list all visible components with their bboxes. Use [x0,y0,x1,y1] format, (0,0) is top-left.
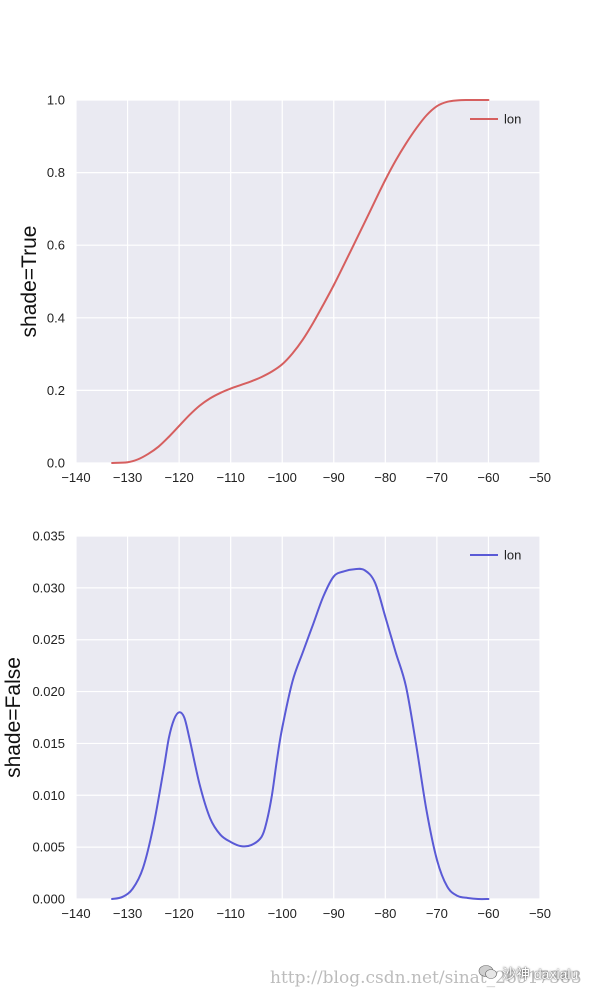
x-tick-label: −110 [217,470,245,485]
x-tick-label: −130 [113,906,142,921]
y-tick-label: 0.6 [47,238,65,253]
y-tick-label: 1.0 [47,93,65,108]
x-tick-label: −100 [268,906,297,921]
series-line-lon [111,567,490,901]
x-tick-label: −50 [529,470,551,485]
y-tick-label: 0.0 [47,456,65,471]
plot-background [76,536,540,899]
x-tick-label: −100 [268,470,297,485]
y-tick-label: 0.020 [32,684,65,699]
chart-shade-false: −140 −130 −120 −110 −100 −90 −80 −70 −60 −50 0.000… [2,529,551,922]
y-tick-label: 0.8 [47,165,65,180]
plot-background [76,100,540,463]
x-tick-label: −140 [61,906,90,921]
x-tick-label: −80 [374,470,396,485]
x-tick-label: −60 [477,906,499,921]
x-tick-label: −90 [323,470,345,485]
watermark-url: http://blog.csdn.net/sinat_26917383 [270,968,582,988]
y-tick-label: 0.000 [32,892,65,907]
y-tick-label: 0.005 [32,840,65,855]
y-tick-label: 0.015 [32,736,65,751]
x-tick-label: −120 [164,906,193,921]
y-axis-label: shade=False [2,657,25,778]
x-tick-label: −140 [61,470,90,485]
legend-label: lon [504,112,521,127]
x-tick-label: −80 [374,906,396,921]
y-tick-label: 0.035 [32,529,65,544]
x-tick-label: −60 [477,470,499,485]
series-line-lon [111,98,490,464]
y-tick-label: 0.030 [32,580,65,595]
x-tick-label: −110 [217,906,245,921]
x-tick-label: −70 [426,470,448,485]
x-tick-label: −120 [164,470,193,485]
wechat-icon [478,965,497,979]
chart-shade-true: −140 −130 −120 −110 −100 −90 −80 −70 −60 −50 0.0 0.… [18,93,551,486]
y-axis-label: shade=True [18,226,41,338]
y-tick-label: 0.025 [32,632,65,647]
y-tick-label: 0.4 [47,310,65,325]
x-tick-label: −130 [113,470,142,485]
x-tick-label: −50 [529,906,551,921]
watermark-brand: 沙神 daxialu [502,966,579,982]
y-tick-label: 0.2 [47,383,65,398]
x-tick-label: −70 [426,906,448,921]
x-tick-label: −90 [323,906,345,921]
legend-label: lon [504,548,521,563]
y-tick-label: 0.010 [32,788,65,803]
